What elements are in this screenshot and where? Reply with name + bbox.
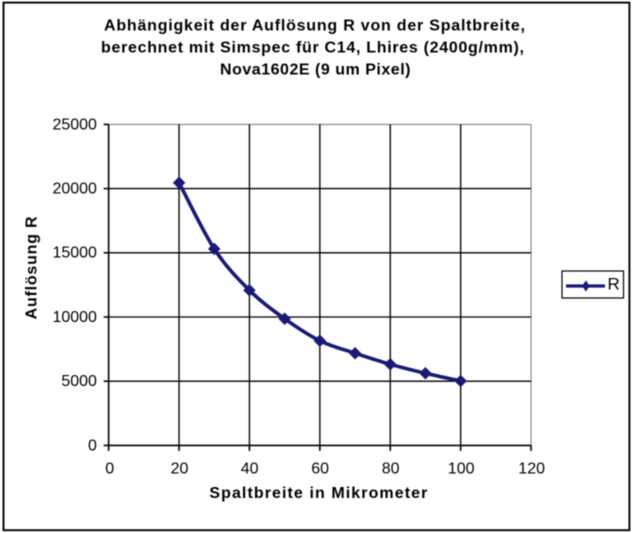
svg-text:Nova1602E (9 um Pixel): Nova1602E (9 um Pixel) <box>220 62 411 79</box>
svg-text:25000: 25000 <box>52 116 97 133</box>
svg-text:Auflösung R: Auflösung R <box>24 216 41 319</box>
svg-text:20: 20 <box>171 461 189 478</box>
svg-text:Abhängigkeit der Auflösung R v: Abhängigkeit der Auflösung R von der Spa… <box>104 18 525 35</box>
svg-text:80: 80 <box>382 461 400 478</box>
svg-text:120: 120 <box>518 461 545 478</box>
svg-text:R: R <box>608 274 620 293</box>
svg-text:100: 100 <box>448 461 475 478</box>
svg-text:40: 40 <box>241 461 259 478</box>
svg-text:Spaltbreite in Mikrometer: Spaltbreite in Mikrometer <box>209 485 427 502</box>
svg-text:berechnet mit Simspec für C14,: berechnet mit Simspec für C14, Lhires (2… <box>101 40 524 57</box>
svg-text:60: 60 <box>311 461 329 478</box>
svg-text:10000: 10000 <box>52 309 97 326</box>
svg-text:0: 0 <box>105 461 114 478</box>
svg-text:20000: 20000 <box>52 181 97 198</box>
svg-text:0: 0 <box>88 437 97 454</box>
svg-text:15000: 15000 <box>52 245 97 262</box>
svg-text:5000: 5000 <box>61 373 97 390</box>
